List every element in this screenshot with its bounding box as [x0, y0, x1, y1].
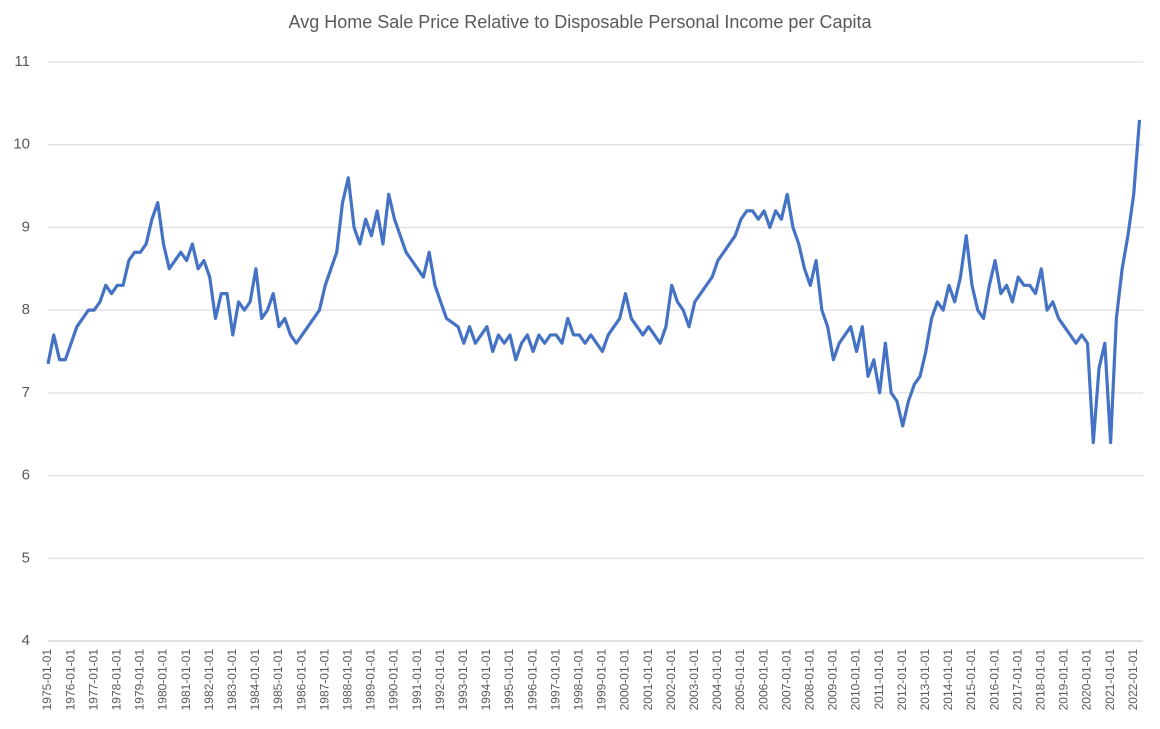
- x-tick-label: 2022-01-01: [1126, 649, 1140, 711]
- x-tick-label: 1983-01-01: [225, 649, 239, 711]
- y-tick-label: 8: [22, 301, 30, 318]
- y-tick-label: 11: [14, 53, 30, 70]
- x-tick-label: 1988-01-01: [340, 649, 354, 711]
- y-tick-label: 7: [22, 384, 30, 401]
- x-tick-label: 2014-01-01: [941, 649, 955, 711]
- x-tick-label: 1987-01-01: [317, 649, 331, 711]
- x-tick-label: 1978-01-01: [109, 649, 123, 711]
- x-tick-label: 1996-01-01: [525, 649, 539, 711]
- x-tick-label: 1977-01-01: [86, 649, 100, 711]
- x-tick-label: 1982-01-01: [202, 649, 216, 711]
- x-tick-label: 1985-01-01: [271, 649, 285, 711]
- x-tick-label: 1993-01-01: [456, 649, 470, 711]
- x-tick-label: 2015-01-01: [964, 649, 978, 711]
- x-tick-label: 2020-01-01: [1080, 649, 1094, 711]
- y-tick-label: 6: [22, 467, 30, 484]
- chart-title: Avg Home Sale Price Relative to Disposab…: [289, 12, 873, 32]
- x-tick-label: 1995-01-01: [502, 649, 516, 711]
- x-tick-label: 2002-01-01: [664, 649, 678, 711]
- x-tick-label: 1980-01-01: [156, 649, 170, 711]
- x-tick-label: 2019-01-01: [1057, 649, 1071, 711]
- x-tick-label: 1989-01-01: [364, 649, 378, 711]
- x-tick-label: 1979-01-01: [133, 649, 147, 711]
- y-tick-label: 9: [22, 218, 30, 235]
- x-tick-label: 2021-01-01: [1103, 649, 1117, 711]
- x-tick-label: 2011-01-01: [872, 649, 886, 710]
- x-tick-label: 2007-01-01: [779, 649, 793, 711]
- x-tick-label: 1986-01-01: [294, 649, 308, 711]
- x-tick-label: 2005-01-01: [733, 649, 747, 711]
- x-tick-label: 2012-01-01: [895, 649, 909, 711]
- x-tick-label: 1997-01-01: [548, 649, 562, 711]
- x-tick-label: 1990-01-01: [387, 649, 401, 711]
- x-tick-label: 2013-01-01: [918, 649, 932, 711]
- x-tick-label: 2016-01-01: [987, 649, 1001, 711]
- x-tick-label: 2000-01-01: [618, 649, 632, 711]
- y-tick-label: 10: [13, 136, 30, 153]
- x-tick-label: 1999-01-01: [595, 649, 609, 711]
- x-tick-label: 2003-01-01: [687, 649, 701, 711]
- x-tick-label: 1991-01-01: [410, 649, 424, 711]
- y-tick-label: 4: [22, 632, 30, 649]
- data-line: [46, 119, 1142, 445]
- x-tick-label: 2001-01-01: [641, 649, 655, 711]
- x-tick-label: 2006-01-01: [756, 649, 770, 711]
- x-tick-label: 2017-01-01: [1010, 649, 1024, 711]
- x-tick-label: 1998-01-01: [571, 649, 585, 711]
- x-tick-label: 2004-01-01: [710, 649, 724, 711]
- x-tick-label: 2010-01-01: [849, 649, 863, 711]
- x-tick-label: 1992-01-01: [433, 649, 447, 711]
- x-tick-label: 2009-01-01: [826, 649, 840, 711]
- x-tick-label: 1981-01-01: [179, 649, 193, 711]
- x-tick-label: 2008-01-01: [802, 649, 816, 711]
- x-tick-label: 1994-01-01: [479, 649, 493, 711]
- x-tick-label: 2018-01-01: [1033, 649, 1047, 711]
- y-tick-label: 5: [22, 549, 30, 566]
- x-tick-label: 1984-01-01: [248, 649, 262, 711]
- x-tick-label: 1975-01-01: [40, 649, 54, 711]
- x-tick-label: 1976-01-01: [63, 649, 77, 711]
